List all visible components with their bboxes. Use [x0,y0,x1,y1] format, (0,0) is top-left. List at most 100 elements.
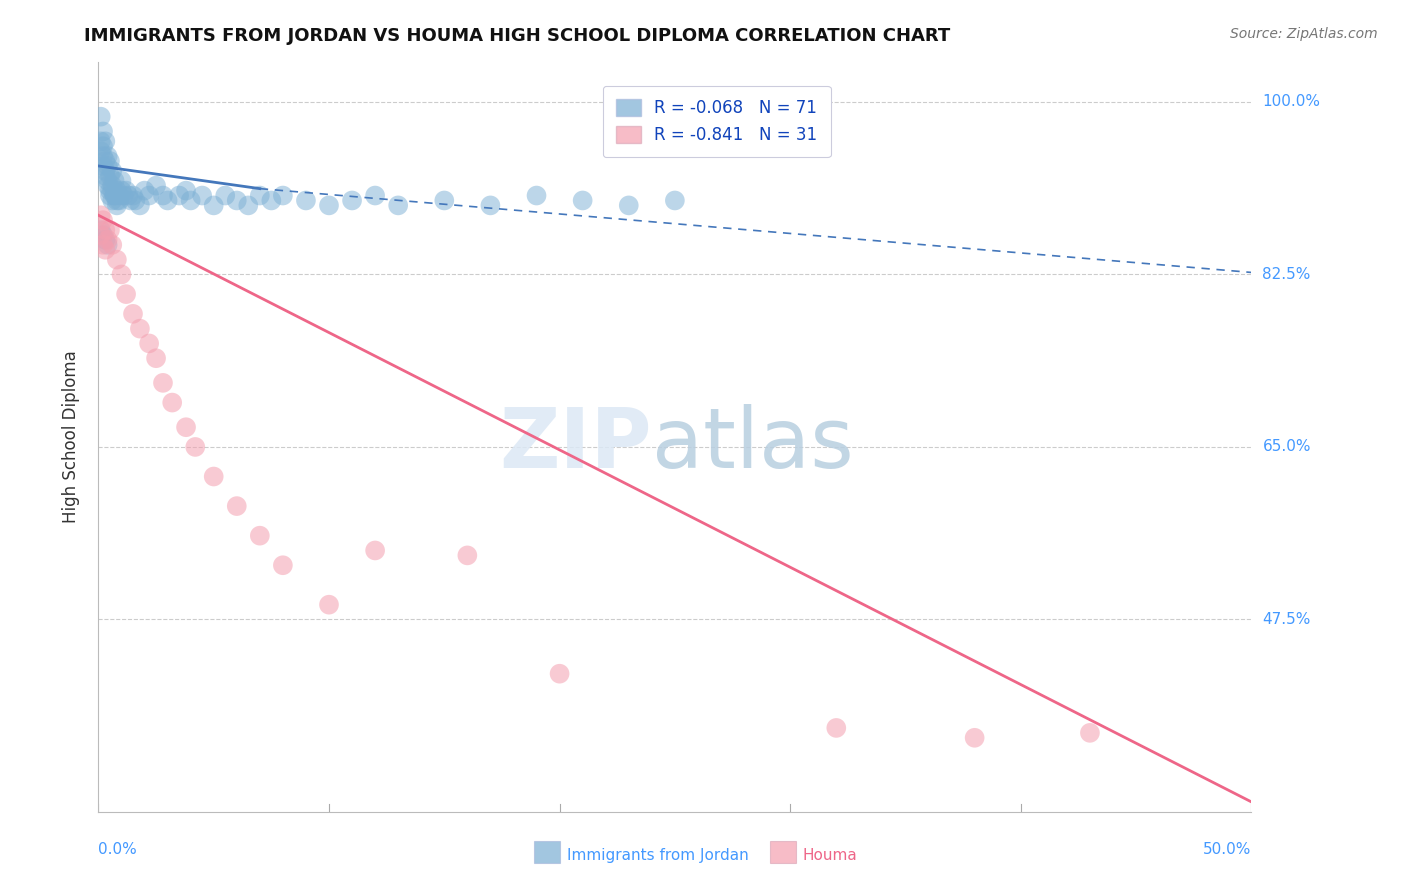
Point [110,174,132,188]
Point [225,499,247,513]
Point [115,287,138,301]
Point [129,321,152,335]
Point [249,529,271,543]
Point [433,194,456,208]
Point [225,194,247,208]
Point [456,549,478,563]
Point [138,336,160,351]
Point [103,188,125,202]
Point [105,252,128,267]
Point [1078,726,1101,740]
Point [202,469,225,483]
Point [108,188,131,202]
Text: 0.0%: 0.0% [98,842,138,857]
Point [120,194,142,208]
Point [94,164,117,178]
Point [238,198,260,212]
Point [97,178,120,193]
Point [97,237,120,252]
Point [91,213,114,227]
Point [174,420,197,434]
Point [387,198,409,212]
Point [364,543,387,558]
Point [105,184,128,198]
Point [548,666,571,681]
Point [90,134,112,148]
Point [94,243,117,257]
Point [108,194,131,208]
Point [526,188,548,202]
Point [271,558,294,573]
Point [249,188,271,202]
Point [98,154,121,169]
Point [98,169,121,183]
Point [97,233,120,247]
Text: 82.5%: 82.5% [1263,267,1310,282]
Point [202,198,225,212]
Point [122,188,145,202]
Point [103,188,125,202]
Point [98,184,121,198]
Point [90,110,112,124]
Point [167,188,190,202]
Point [156,194,179,208]
Point [94,233,117,247]
Point [152,376,174,390]
Point [138,188,160,202]
Point [825,721,848,735]
Point [91,237,114,252]
Point [963,731,986,745]
Point [571,194,593,208]
Point [110,268,132,282]
Point [98,223,121,237]
Point [98,188,121,202]
Text: IMMIGRANTS FROM JORDAN VS HOUMA HIGH SCHOOL DIPLOMA CORRELATION CHART: IMMIGRANTS FROM JORDAN VS HOUMA HIGH SCH… [84,27,950,45]
Point [318,598,340,612]
Point [97,159,120,173]
Point [103,174,125,188]
Point [145,351,167,366]
Point [101,184,124,198]
Point [184,440,207,454]
Point [110,184,132,198]
Point [91,227,114,242]
Point [318,198,340,212]
Legend: R = -0.068   N = 71, R = -0.841   N = 31: R = -0.068 N = 71, R = -0.841 N = 31 [603,86,831,157]
Point [134,184,156,198]
Point [124,194,146,208]
Point [101,237,124,252]
Point [94,169,117,183]
Point [145,178,167,193]
Point [105,194,128,208]
Point [101,194,124,208]
Point [115,184,138,198]
Point [112,188,135,202]
Point [91,124,114,138]
Point [295,194,318,208]
Point [214,188,236,202]
Point [364,188,387,202]
Point [90,144,112,158]
Text: atlas: atlas [652,404,853,485]
Point [94,223,117,237]
Point [91,139,114,153]
Text: Houma: Houma [803,848,858,863]
Text: Source: ZipAtlas.com: Source: ZipAtlas.com [1230,27,1378,41]
Text: 47.5%: 47.5% [1263,612,1310,627]
Point [101,164,124,178]
Point [122,307,145,321]
Point [664,194,686,208]
Text: 100.0%: 100.0% [1263,95,1320,110]
Point [94,134,117,148]
Point [101,178,124,193]
Point [117,188,139,202]
Text: 50.0%: 50.0% [1204,842,1251,857]
Point [97,174,120,188]
Text: Immigrants from Jordan: Immigrants from Jordan [567,848,748,863]
Point [91,149,114,163]
Point [90,208,112,222]
Point [191,188,214,202]
Point [152,188,174,202]
Point [340,194,363,208]
Y-axis label: High School Diploma: High School Diploma [62,351,80,524]
